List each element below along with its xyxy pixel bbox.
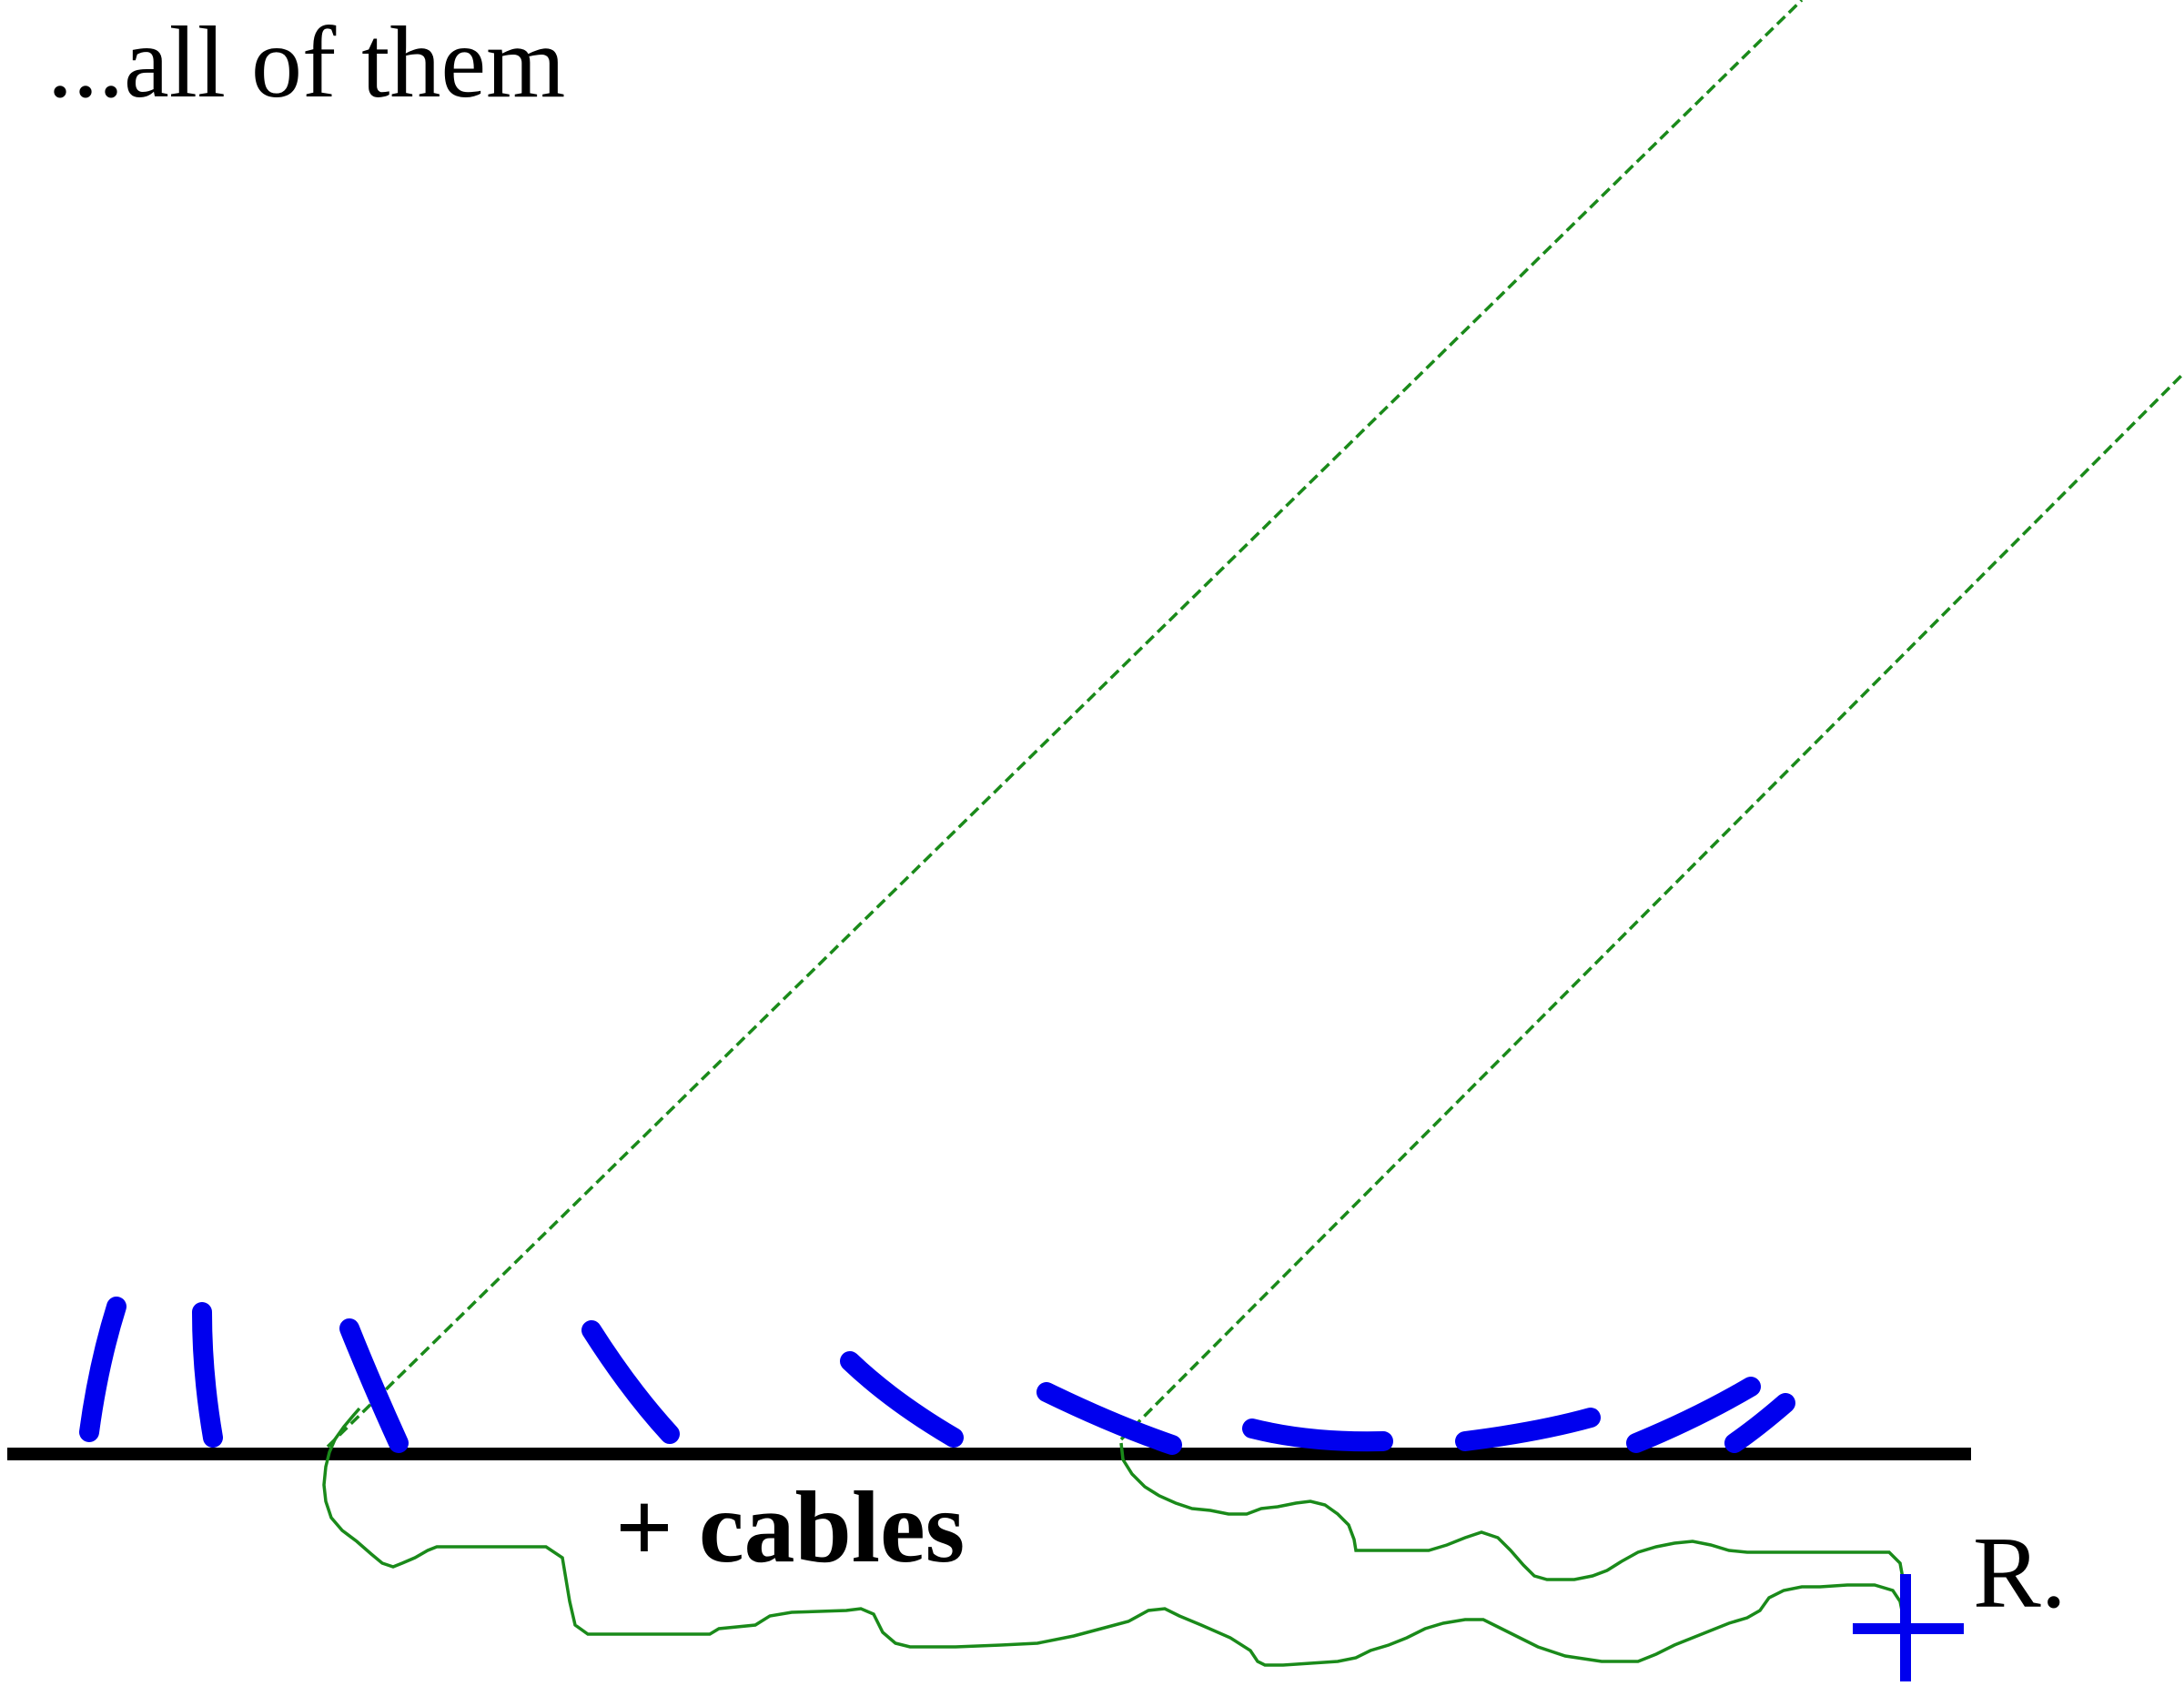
segment-8 xyxy=(1455,1408,1601,1451)
segment-1 xyxy=(79,1297,126,1442)
segment-2 xyxy=(192,1302,223,1448)
cable-2 xyxy=(1119,1442,1906,1620)
segment-4 xyxy=(581,1320,680,1444)
plus-icon xyxy=(1853,1574,1964,1681)
mirror-segments xyxy=(79,1297,1795,1455)
segment-9 xyxy=(1626,1377,1761,1453)
cables-label: + cables xyxy=(615,1471,966,1584)
segment-3 xyxy=(339,1318,409,1453)
receiver-label: R. xyxy=(1973,1517,2067,1630)
segment-5 xyxy=(840,1351,964,1448)
slide-heading: ...all of them xyxy=(47,6,566,119)
segment-6 xyxy=(1036,1382,1182,1455)
signal-ray-2 xyxy=(1119,371,2184,1441)
cable-1 xyxy=(322,1407,1906,1667)
segment-10 xyxy=(1724,1393,1795,1453)
segment-7 xyxy=(1242,1418,1393,1452)
signal-ray-1 xyxy=(326,0,1804,1449)
